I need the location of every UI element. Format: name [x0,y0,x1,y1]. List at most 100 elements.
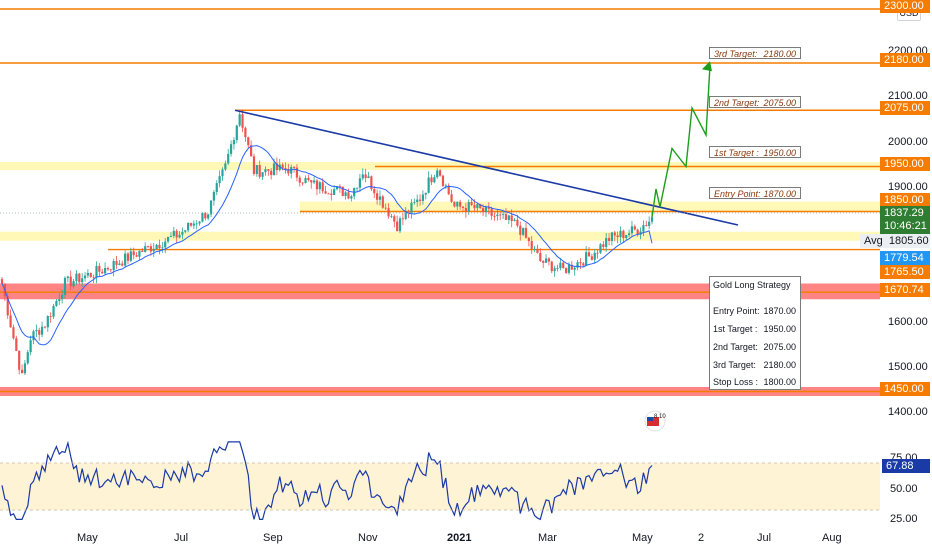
candle-body [23,363,27,374]
candle-body [313,180,316,183]
candle-body [66,276,69,278]
candle-body [178,234,181,238]
candle-body [250,145,253,157]
candle-body [218,176,221,184]
time-tick: Jul [757,532,771,544]
candle-body [396,221,399,232]
resistance-zone [0,231,880,241]
candle-body [639,231,642,235]
candle-body [530,241,533,249]
candle-body [46,316,49,328]
candle-body [378,196,382,200]
candle-body [158,244,161,249]
time-tick: Aug [822,532,842,544]
candle-body [40,326,44,335]
candle-body [361,174,364,179]
candle-body [513,219,516,222]
candle-body [307,177,310,181]
candle-body [20,369,24,374]
candle-body [258,165,261,177]
candle-body [155,244,158,250]
candle-body [602,244,605,248]
candle-body [401,218,404,220]
candle-body [209,200,213,215]
candle-body [533,248,536,250]
candle-body [221,169,224,177]
strategy-title: Gold Long Strategy [713,280,791,290]
candle-body [106,268,110,270]
price-tag-s3: 1450.00 [880,382,930,396]
time-tick: 2 [698,532,704,544]
rsi-band [0,463,880,510]
candle-body [619,230,622,238]
candle-body [207,214,210,219]
candle-body [129,251,132,261]
candle-body [433,177,436,183]
candle-body [355,187,359,189]
candle-body [456,201,459,207]
resistance-zone [300,201,880,212]
candle-body [175,230,178,238]
candle-body [126,253,130,261]
candle-body [227,153,230,164]
candle-body [459,201,462,207]
price-tag-t1: 1950.00 [880,157,930,171]
candle-body [81,278,84,283]
candle-body [630,226,634,234]
candle-body [418,199,422,201]
strategy-row: 2nd Target: 2075.00 [713,341,797,353]
candle-body [35,330,38,332]
candle-body [29,340,32,353]
candle-body [499,214,502,216]
level-label-value: 1870.00 [763,189,796,199]
candle-body [198,221,201,224]
candle-body [304,177,307,183]
candle-body [390,216,393,218]
strategy-label: Entry Point: [713,306,760,316]
candle-body [542,260,545,263]
price-tag-entry: 1850.00 [880,193,930,207]
candle-body [427,177,430,193]
candle-body [636,229,639,235]
time-tick: Jul [174,532,188,544]
candle-body [410,202,413,214]
strategy-row: Entry Point: 1870.00 [713,305,797,317]
candle-body [476,204,479,209]
strategy-box: Gold Long Strategy Entry Point: 1870.00 1… [709,276,801,390]
candle-body [502,214,505,215]
candle-body [172,230,175,237]
candle-body [350,196,353,199]
candle-body [416,199,419,203]
candle-body [83,275,87,279]
strategy-value: 2180.00 [763,360,796,370]
candle-body [404,211,407,219]
strategy-value: 1800.00 [763,377,796,387]
candle-body [590,256,593,260]
strategy-label: 1st Target : [713,324,758,334]
candle-body [490,208,493,216]
candle-body [496,214,499,217]
candle-body [181,231,184,235]
candle-body [132,251,135,256]
candle-body [447,185,450,195]
candle-body [642,225,645,232]
candle-body [527,237,530,242]
time-axis: May Jul Sep Nov 2021 Mar May 2 Jul Aug [77,532,842,544]
candle-body [424,192,427,195]
candlestick-series [0,109,654,375]
candle-body [650,217,654,222]
candle-body [524,228,528,238]
event-flag-icon[interactable]: 8 10 [644,410,666,432]
candle-body [596,252,599,254]
candle-body [493,215,496,217]
time-tick: Nov [358,532,378,544]
level-label-t3: 3rd Target: 2180.00 [709,47,801,59]
candle-body [479,204,482,209]
candle-body [270,170,273,176]
candle-body [324,191,327,194]
candle-body [358,178,362,188]
candle-body [252,156,256,174]
candle-body [241,114,244,128]
candle-body [522,228,525,235]
